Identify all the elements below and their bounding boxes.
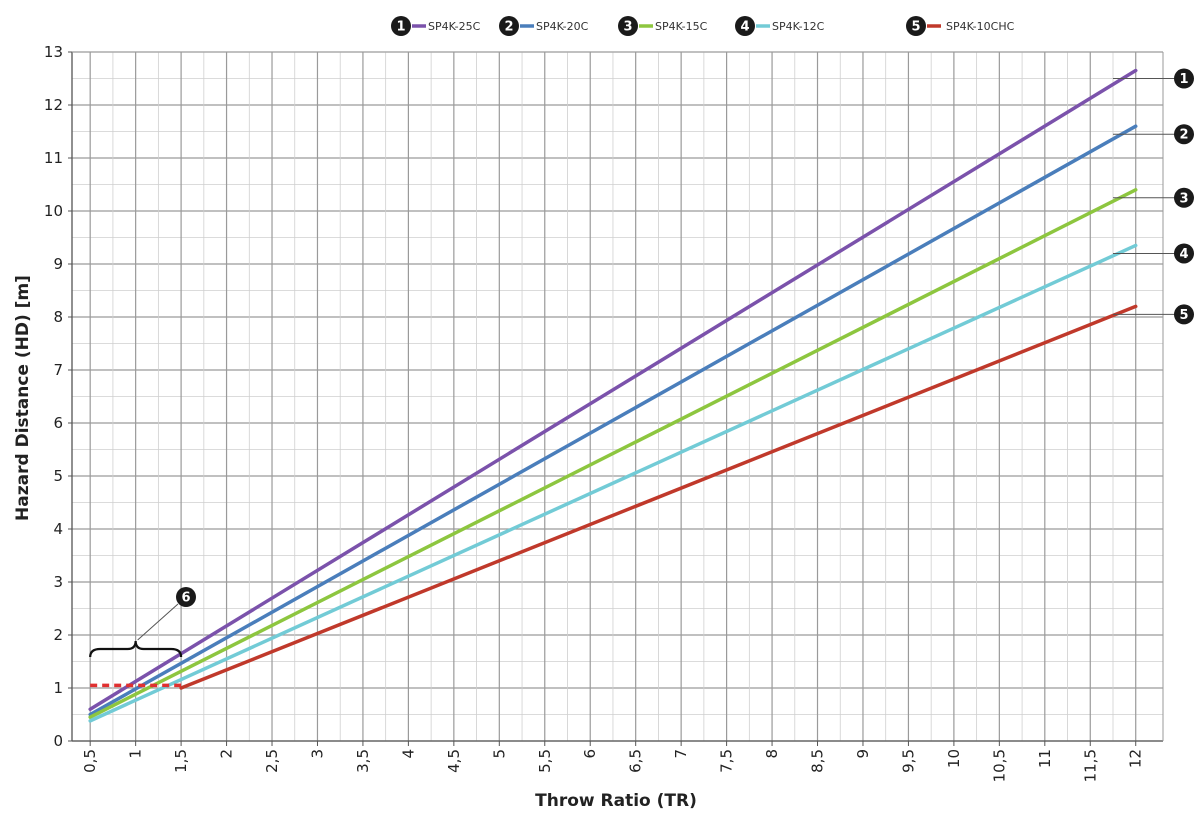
y-tick-label: 11 [44, 149, 63, 167]
y-tick-label: 4 [53, 520, 63, 538]
badge-circle [1174, 68, 1194, 89]
series-line-2 [88, 124, 1138, 717]
badge-number: 5 [911, 20, 920, 35]
y-tick-label: 0 [53, 732, 63, 750]
x-tick-label: 8,5 [809, 749, 827, 773]
badge-circle [1174, 304, 1194, 325]
badge-number: 2 [1179, 128, 1188, 143]
y-tick-label: 7 [53, 361, 63, 379]
plot-frame [71, 51, 1164, 742]
badge-circle [906, 16, 926, 36]
y-tick-label: 12 [44, 96, 63, 114]
series-callout-badge: 4 [1174, 243, 1194, 264]
x-tick-label: 0,5 [81, 749, 99, 773]
legend-label: SP4K-20C [536, 20, 589, 33]
badge-circle [176, 587, 196, 607]
x-tick-label: 7 [672, 749, 690, 759]
badge-circle [1174, 243, 1194, 264]
legend: 1 SP4K-25C 2 SP4K-20C 3 SP4K-15C 4 SP4K-12C 5 SP4… [391, 16, 1015, 36]
y-tick-label: 6 [53, 414, 63, 432]
x-tick-label: 12 [1127, 749, 1145, 768]
legend-badge: 5 [906, 16, 926, 36]
series-callout-badge: 2 [1174, 124, 1194, 145]
x-axis-title: Throw Ratio (TR) [535, 791, 697, 811]
x-tick-labels: 0,5 1 1,5 2 2,5 3 3,5 4 4,5 5 5,5 6 6,5 7 7,5 8 8,5 9 9,5 1… [81, 741, 1145, 782]
brace-shape [89, 640, 183, 658]
series-layer [88, 68, 1138, 723]
y-tick-label: 8 [53, 308, 63, 326]
badge-circle [1174, 124, 1194, 145]
badge-circle [499, 16, 519, 36]
x-tick-label: 3,5 [354, 749, 372, 773]
series-callout-badge: 1 [1174, 68, 1194, 89]
x-tick-label: 6 [581, 749, 599, 759]
x-tick-label: 1,5 [172, 749, 190, 773]
x-tick-label: 1 [127, 749, 145, 759]
x-tick-label: 9,5 [899, 749, 917, 773]
legend-badge: 2 [499, 16, 519, 36]
legend-label: SP4K-15C [655, 20, 708, 33]
badge-circle [391, 16, 411, 36]
series-line-5 [179, 304, 1138, 690]
badge-number: 3 [1179, 191, 1188, 206]
y-tick-label: 9 [53, 255, 63, 273]
badge-number: 4 [740, 20, 749, 35]
y-tick-label: 1 [53, 679, 63, 697]
badge-number: 1 [1179, 72, 1188, 87]
badge-circle [735, 16, 755, 36]
badge-number: 4 [1179, 247, 1188, 262]
y-tick-label: 13 [44, 43, 63, 61]
y-tick-label: 10 [44, 202, 63, 220]
x-tick-label: 3 [308, 749, 326, 759]
y-tick-label: 3 [53, 573, 63, 591]
series-callouts: 1 2 3 4 5 [1112, 68, 1194, 325]
legend-badge: 1 [391, 16, 411, 36]
series-callout-badge: 5 [1174, 304, 1194, 325]
min-distance-brace: 6 [89, 587, 196, 658]
brace-leader [137, 603, 179, 641]
badge-number: 6 [181, 591, 190, 606]
x-tick-label: 11 [1036, 749, 1054, 768]
legend-label: SP4K-10CHC [946, 20, 1015, 33]
x-tick-label: 10,5 [990, 749, 1008, 782]
legend-label: SP4K-12C [772, 20, 825, 33]
x-tick-label: 4 [399, 749, 417, 759]
x-tick-label: 6,5 [627, 749, 645, 773]
badge-number: 5 [1179, 308, 1188, 323]
brace-badge: 6 [176, 587, 196, 607]
y-axis-title: Hazard Distance (HD) [m] [13, 275, 33, 521]
x-tick-label: 10 [945, 749, 963, 768]
series-line-1 [88, 68, 1138, 711]
x-tick-label: 9 [854, 749, 872, 759]
series-line-3 [88, 188, 1138, 719]
legend-badge: 3 [618, 16, 638, 36]
badge-number: 3 [623, 20, 632, 35]
legend-badge: 4 [735, 16, 755, 36]
badge-circle [618, 16, 638, 36]
x-tick-label: 8 [763, 749, 781, 759]
y-tick-label: 2 [53, 626, 63, 644]
badge-number: 1 [396, 20, 405, 35]
x-tick-label: 5,5 [536, 749, 554, 773]
x-tick-label: 2,5 [263, 749, 281, 773]
legend-label: SP4K-25C [428, 20, 481, 33]
x-tick-label: 7,5 [718, 749, 736, 773]
series-callout-badge: 3 [1174, 187, 1194, 208]
x-tick-label: 2 [218, 749, 236, 759]
badge-number: 2 [504, 20, 513, 35]
x-tick-label: 4,5 [445, 749, 463, 773]
y-tick-label: 5 [53, 467, 63, 485]
x-tick-label: 5 [490, 749, 508, 759]
x-tick-label: 11,5 [1081, 749, 1099, 782]
series-line-4 [88, 243, 1138, 723]
badge-circle [1174, 187, 1194, 208]
